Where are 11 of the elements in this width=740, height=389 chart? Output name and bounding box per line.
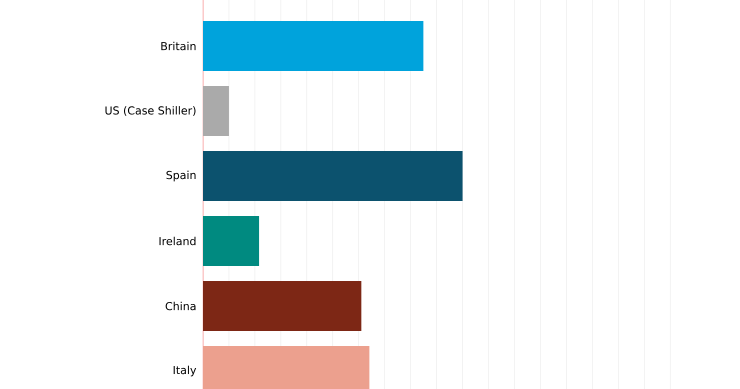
- bar: [203, 21, 424, 72]
- bar: [203, 281, 362, 332]
- y-tick-label: Britain: [161, 42, 196, 50]
- y-tick-label: US (Case Shiller): [105, 106, 196, 116]
- y-tick-label: Ireland: [160, 236, 196, 246]
- y-tick-label: China: [166, 302, 196, 310]
- bar: [203, 86, 229, 136]
- y-tick-label: Spain: [166, 170, 196, 182]
- bar: [203, 216, 260, 266]
- bar: [203, 151, 463, 202]
- y-tick-label: Italy: [174, 366, 196, 376]
